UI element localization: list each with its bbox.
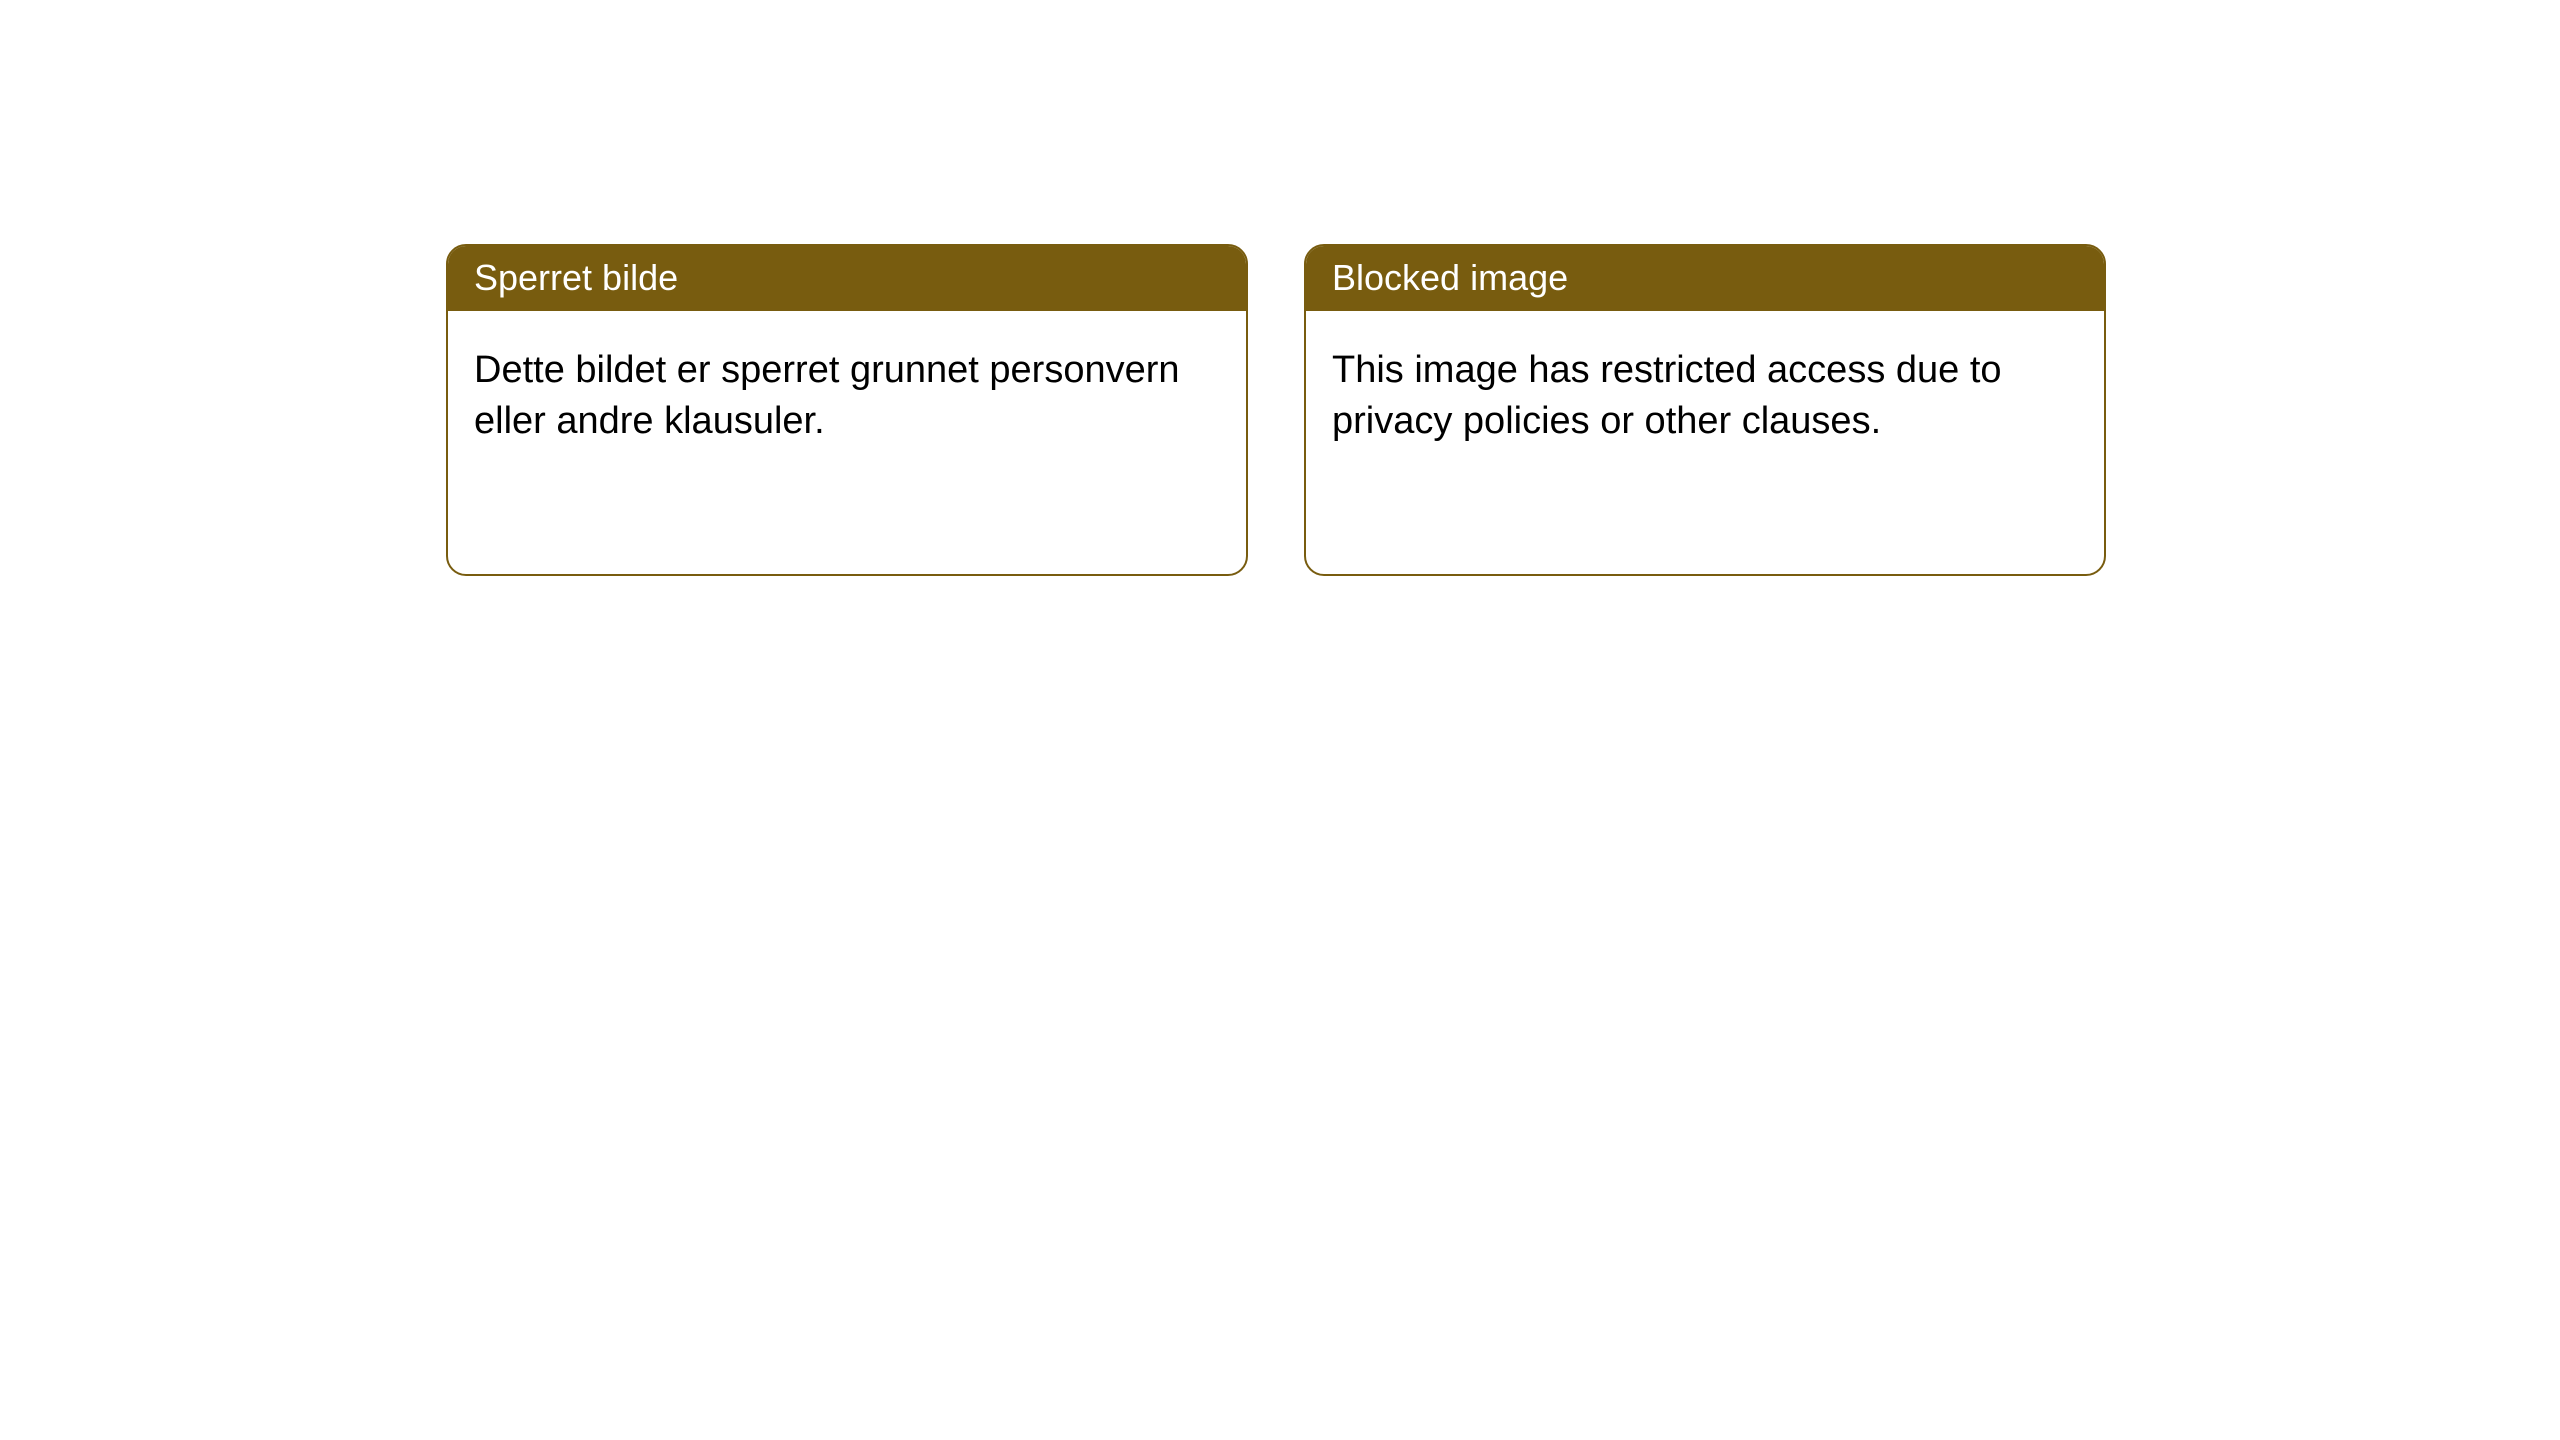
card-title: Sperret bilde <box>474 257 678 298</box>
blocked-image-card-en: Blocked image This image has restricted … <box>1304 244 2106 576</box>
notice-container: Sperret bilde Dette bildet er sperret gr… <box>0 0 2560 576</box>
card-body-text: Dette bildet er sperret grunnet personve… <box>474 349 1180 442</box>
card-body: This image has restricted access due to … <box>1306 311 2104 474</box>
card-header: Blocked image <box>1306 246 2104 311</box>
card-header: Sperret bilde <box>448 246 1246 311</box>
card-body-text: This image has restricted access due to … <box>1332 349 2002 442</box>
card-title: Blocked image <box>1332 257 1568 298</box>
card-body: Dette bildet er sperret grunnet personve… <box>448 311 1246 474</box>
blocked-image-card-no: Sperret bilde Dette bildet er sperret gr… <box>446 244 1248 576</box>
